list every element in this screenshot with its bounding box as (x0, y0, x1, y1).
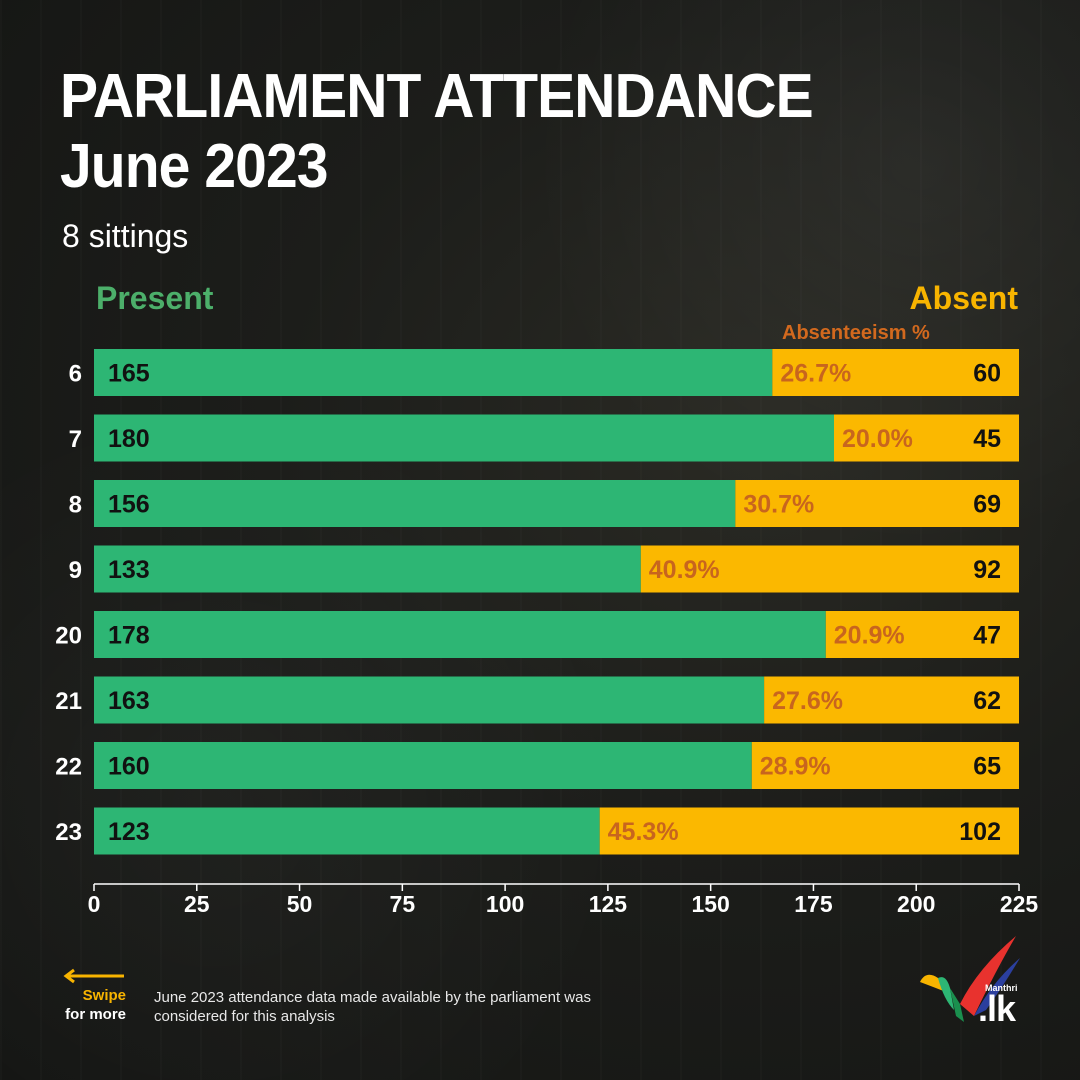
present-value-21: 163 (108, 687, 150, 715)
present-value-8: 156 (108, 491, 150, 519)
bar-present-23 (94, 807, 600, 855)
bar-absent-20 (825, 611, 1019, 658)
swipe-hint[interactable]: Swipe for more (56, 986, 126, 1024)
category-label-7: 7 (69, 426, 82, 453)
page-title: PARLIAMENT ATTENDANCE June 2023 (60, 62, 814, 202)
present-value-20: 178 (108, 622, 150, 650)
bar-present-21 (94, 676, 765, 724)
absent-value-8: 69 (973, 491, 1001, 519)
x-tick-label-50: 50 (287, 891, 313, 917)
legend-present: Present (96, 280, 214, 316)
swipe-line-1: Swipe (82, 987, 126, 1004)
footnote: June 2023 attendance data made available… (154, 989, 591, 1025)
category-label-22: 22 (55, 754, 82, 781)
absenteeism-value-20: 20.9% (834, 622, 905, 650)
absenteeism-value-6: 26.7% (780, 360, 851, 388)
x-tick-label-25: 25 (184, 891, 210, 917)
absenteeism-value-22: 28.9% (760, 753, 831, 781)
x-tick-label-200: 200 (897, 891, 935, 917)
absenteeism-value-23: 45.3% (608, 818, 679, 846)
manthri-logo-icon (920, 936, 1020, 1022)
title-line-2: June 2023 (60, 132, 329, 201)
attendance-chart: 6 165 60 26.7% 7 180 45 20.0% 8 156 69 30.7% 9 133 92 4… (55, 349, 1039, 917)
title-line-1: PARLIAMENT ATTENDANCE (60, 62, 814, 131)
present-value-22: 160 (108, 753, 150, 781)
bar-present-22 (94, 742, 752, 789)
x-tick-label-175: 175 (794, 891, 833, 917)
absent-value-23: 102 (959, 818, 1001, 846)
x-tick-label-100: 100 (486, 891, 524, 917)
logo-text: .lk (978, 988, 1016, 1029)
absent-value-7: 45 (973, 425, 1001, 453)
swipe-line-2: for more (65, 1006, 126, 1023)
bar-absent-9 (640, 545, 1019, 593)
x-tick-label-75: 75 (390, 891, 416, 917)
bar-absent-6 (772, 349, 1019, 396)
legend-absenteeism: Absenteeism % (782, 322, 930, 344)
absent-value-22: 65 (973, 753, 1001, 781)
x-tick-label-150: 150 (691, 891, 729, 917)
category-label-23: 23 (55, 819, 82, 846)
present-value-9: 133 (108, 556, 150, 584)
present-value-7: 180 (108, 425, 150, 453)
x-tick-label-225: 225 (1000, 891, 1039, 917)
category-label-20: 20 (55, 623, 82, 650)
present-value-23: 123 (108, 818, 150, 846)
bar-present-20 (94, 611, 826, 658)
bar-absent-21 (764, 676, 1019, 724)
bar-absent-8 (735, 480, 1019, 527)
bar-absent-22 (751, 742, 1019, 789)
category-label-6: 6 (69, 361, 82, 388)
legend-absent: Absent (909, 280, 1018, 316)
bar-absent-23 (599, 807, 1019, 855)
absenteeism-value-9: 40.9% (649, 556, 720, 584)
bar-present-9 (94, 545, 641, 593)
x-tick-label-0: 0 (88, 891, 101, 917)
category-label-8: 8 (69, 492, 82, 519)
absent-value-20: 47 (973, 622, 1001, 650)
absent-value-6: 60 (973, 360, 1001, 388)
category-label-9: 9 (69, 557, 82, 584)
bar-absent-7 (834, 414, 1019, 462)
absent-value-21: 62 (973, 687, 1001, 715)
subtitle: 8 sittings (62, 218, 189, 254)
absent-value-9: 92 (973, 556, 1001, 584)
present-value-6: 165 (108, 360, 150, 388)
absenteeism-value-21: 27.6% (772, 687, 843, 715)
bar-present-7 (94, 414, 834, 462)
category-label-21: 21 (55, 688, 82, 715)
x-tick-label-125: 125 (589, 891, 628, 917)
arrow-left-icon[interactable] (62, 968, 126, 984)
bar-present-8 (94, 480, 736, 527)
absenteeism-value-8: 30.7% (743, 491, 814, 519)
bar-present-6 (94, 349, 773, 396)
logo-small-text: Manthri (985, 983, 1018, 993)
absenteeism-value-7: 20.0% (842, 425, 913, 453)
